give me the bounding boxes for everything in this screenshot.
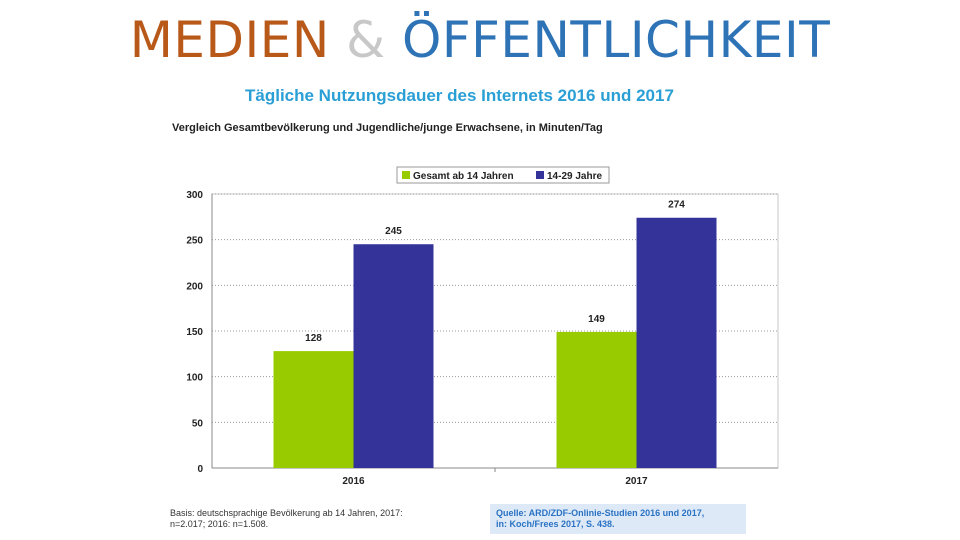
basis-footnote: Basis: deutschsprachige Bevölkerung ab 1… <box>170 508 450 530</box>
y-tick-label-0: 0 <box>197 464 203 475</box>
bar-2017-series-1 <box>556 331 637 468</box>
basis-line-1: Basis: deutschsprachige Bevölkerung ab 1… <box>170 508 403 518</box>
slide-title-oeffentlichkeit: ÖFFENTLICHKEIT <box>402 11 831 69</box>
y-tick-label-300: 300 <box>186 190 203 201</box>
y-tick-label-200: 200 <box>186 281 203 292</box>
data-label-2016-series-1: 128 <box>305 333 322 344</box>
source-line-1: Quelle: ARD/ZDF-Onlinie-Studien 2016 und… <box>496 508 705 518</box>
x-tick-label-2016: 2016 <box>342 476 365 487</box>
legend-label-series-1: Gesamt ab 14 Jahren <box>413 171 514 182</box>
y-tick-label-150: 150 <box>186 327 203 338</box>
data-label-2017-series-1: 149 <box>588 314 605 325</box>
legend-swatch-series-2 <box>536 171 544 179</box>
x-tick-label-2017: 2017 <box>625 476 648 487</box>
bar-2016-series-1 <box>273 351 354 468</box>
basis-line-2: n=2.017; 2016: n=1.508. <box>170 519 269 529</box>
slide-title-ampersand: & <box>346 11 386 69</box>
legend-box <box>396 166 610 184</box>
slide-title: MEDIEN & ÖFFENTLICHKEIT <box>0 8 960 72</box>
data-label-2017-series-2: 274 <box>668 200 685 211</box>
legend-label-series-2: 14-29 Jahre <box>547 171 602 182</box>
slide-title-medien: MEDIEN <box>129 11 330 69</box>
y-tick-label-50: 50 <box>192 418 204 429</box>
source-box: Quelle: ARD/ZDF-Onlinie-Studien 2016 und… <box>490 504 746 534</box>
bar-2017-series-2 <box>636 217 717 468</box>
chart-subtitle: Vergleich Gesamtbevölkerung und Jugendli… <box>172 122 603 134</box>
source-line-2: in: Koch/Frees 2017, S. 438. <box>496 519 615 529</box>
y-tick-label-100: 100 <box>186 373 203 384</box>
chart-title: Tägliche Nutzungsdauer des Internets 201… <box>245 86 674 105</box>
legend-swatch-series-1 <box>402 171 410 179</box>
data-label-2016-series-2: 245 <box>385 226 402 237</box>
bar-2016-series-2 <box>353 244 434 468</box>
y-tick-label-250: 250 <box>186 236 203 247</box>
